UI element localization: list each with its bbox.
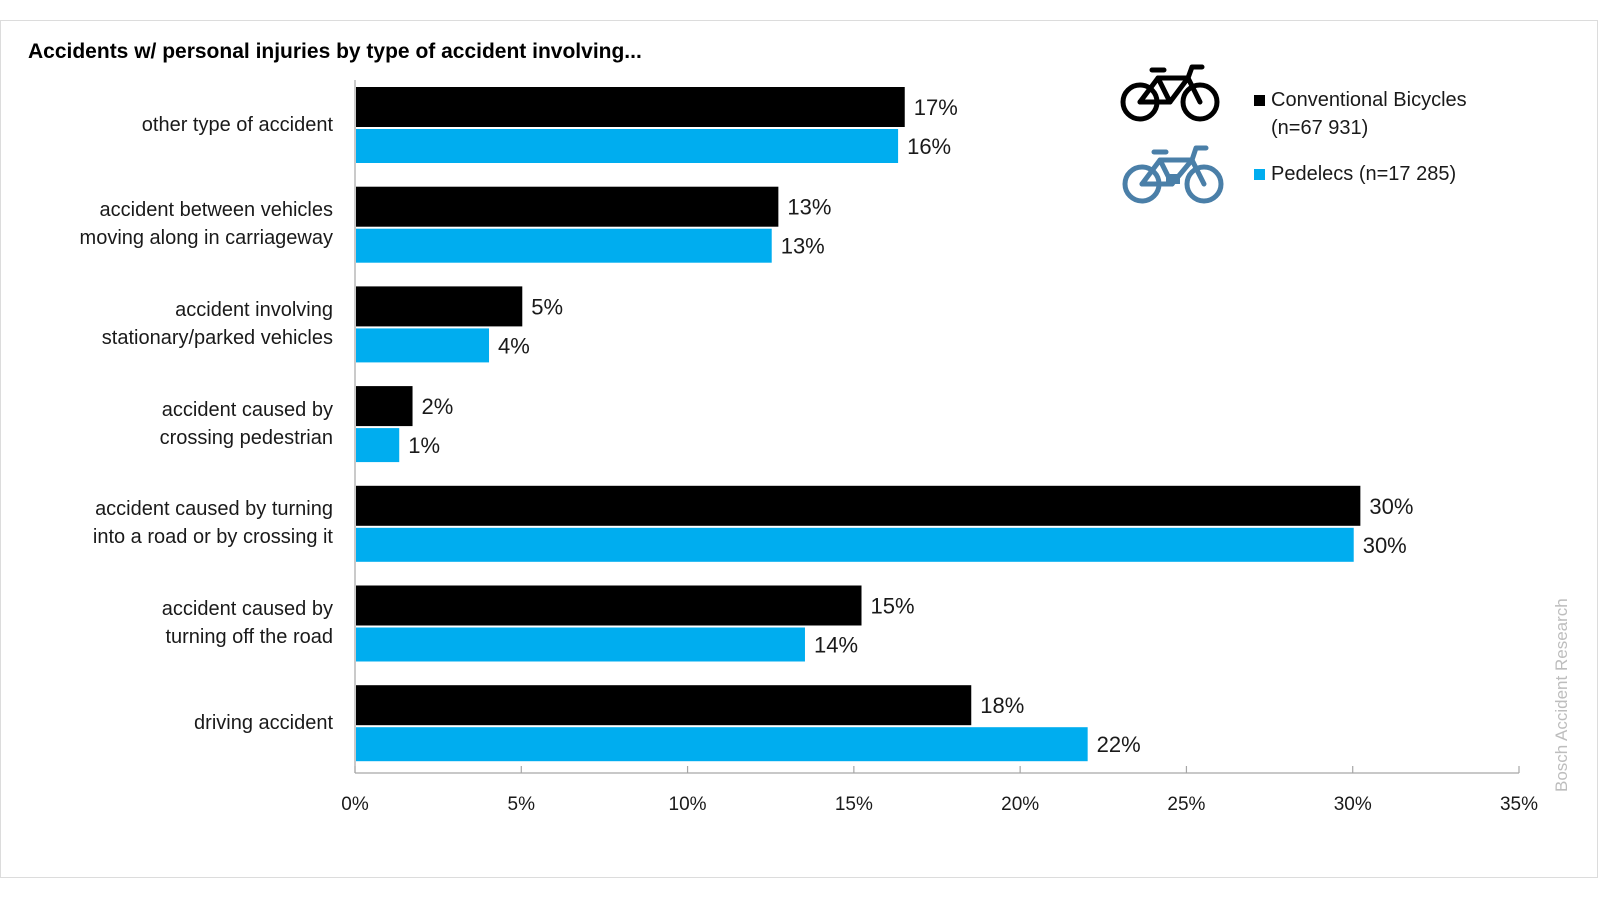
legend-swatch-pedelec [1254, 169, 1265, 180]
category-label-4: accident caused by crossing pedestrian [159, 399, 333, 449]
category-label-3: accident involving stationary/parked vehi… [101, 299, 333, 349]
legend-label-conventional: Conventional Bicycles (n=67 931) [1271, 89, 1467, 139]
legend-swatch-conventional [1254, 95, 1265, 106]
category-label-5: accident caused by turning into a road or… [92, 498, 333, 548]
pedelec-bicycle-icon [1122, 145, 1224, 204]
category-label-6: accident caused by turning off the road [161, 598, 333, 648]
category-label-7: driving accident [194, 712, 333, 734]
chart-title: Accidents w/ personal injuries by type o… [28, 40, 642, 63]
watermark: Bosch Accident Research [1552, 598, 1571, 792]
category-label-1: other type of accident [141, 114, 333, 136]
category-label-2: accident between vehicles moving along in… [79, 199, 333, 249]
legend-label-pedelec: Pedelecs (n=17 285) [1271, 163, 1457, 185]
conventional-bicycle-icon [1120, 64, 1220, 122]
